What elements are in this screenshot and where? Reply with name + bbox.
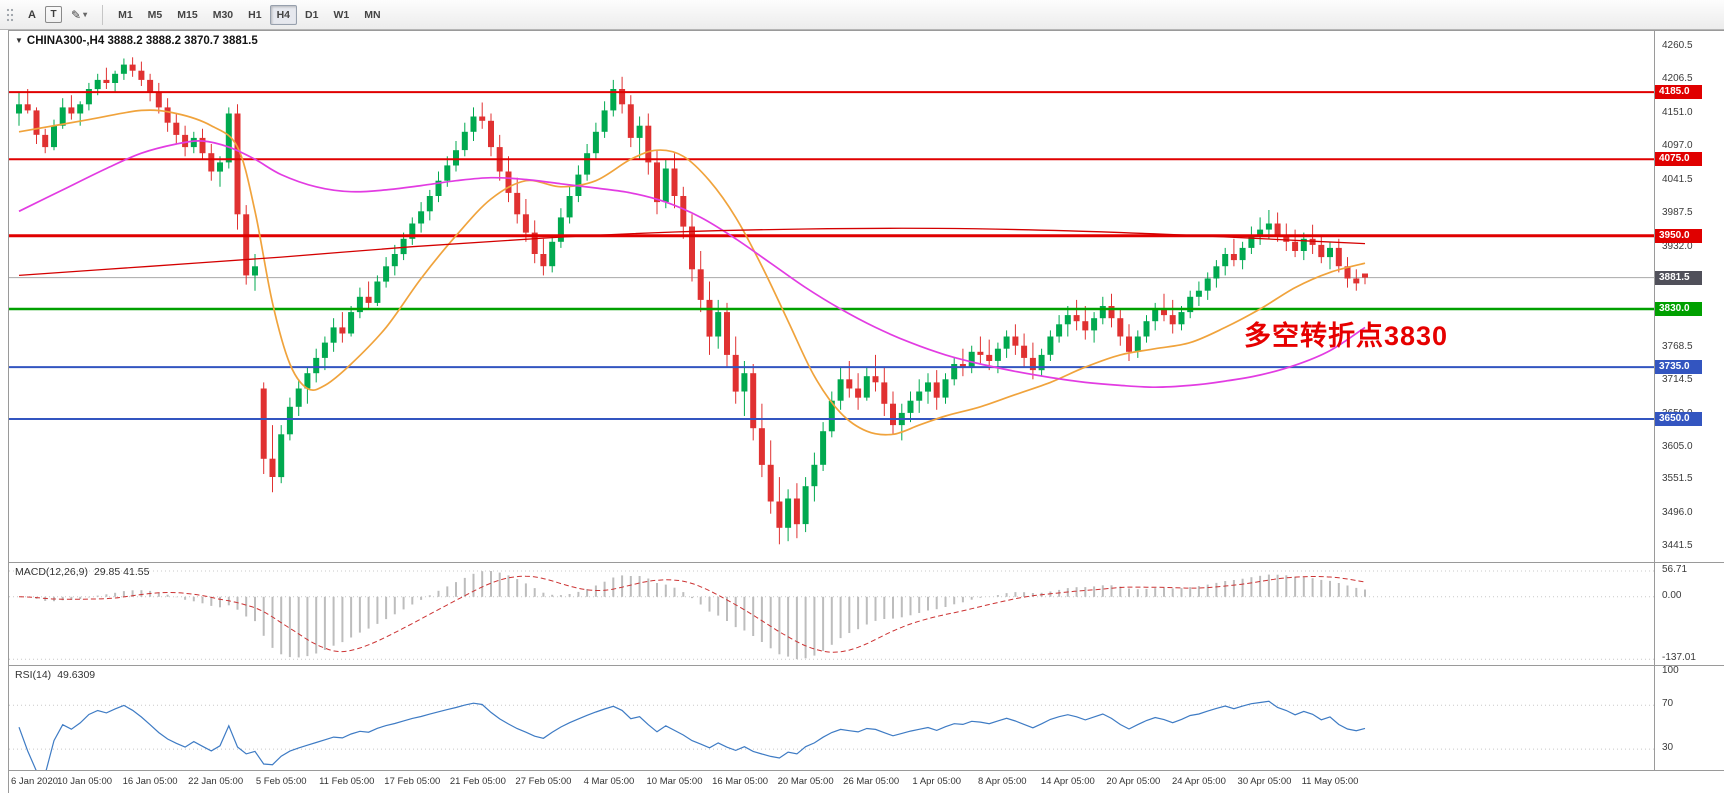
price-level-badge: 3950.0: [1655, 228, 1702, 243]
chart-window: ▼ CHINA300-,H4 3888.2 3888.2 3870.7 3881.…: [8, 30, 1724, 793]
time-axis-label: 20 Apr 05:00: [1106, 776, 1161, 787]
time-axis-label: 4 Mar 05:00: [583, 776, 635, 787]
price-tick-label: 4260.5: [1662, 39, 1693, 51]
time-axis-label: 17 Feb 05:00: [384, 776, 441, 787]
toolbar: A T ✎ ▾ M1 M5 M15 M30 H1 H4 D1 W1 MN: [0, 0, 1724, 30]
price-level-badge: 3735.0: [1655, 360, 1702, 375]
timeframe-button-m1[interactable]: M1: [111, 5, 140, 25]
price-tick-label: 3441.5: [1662, 540, 1693, 552]
price-tick-label: 4206.5: [1662, 72, 1693, 84]
timeframe-button-m5[interactable]: M5: [141, 5, 170, 25]
current-price-badge: 3881.5: [1655, 270, 1702, 285]
price-level-badge: 3830.0: [1655, 302, 1702, 317]
timeframe-button-mn[interactable]: MN: [357, 5, 387, 25]
chart-title-row: ▼ CHINA300-,H4 3888.2 3888.2 3870.7 3881.…: [15, 35, 258, 47]
time-axis-label: 11 May 05:00: [1301, 776, 1359, 787]
price-level-badge: 3650.0: [1655, 412, 1702, 426]
time-axis-label: 10 Mar 05:00: [646, 776, 703, 787]
macd-values: 29.85 41.55: [93, 566, 150, 578]
macd-tick-label: 0.00: [1662, 589, 1682, 601]
price-tick-label: 3605.0: [1662, 440, 1693, 452]
price-tick-label: 3714.5: [1662, 373, 1693, 385]
price-tick-label: 3496.0: [1662, 507, 1693, 519]
time-axis-label: 16 Mar 05:00: [712, 776, 769, 787]
macd-title-row: MACD(12,26,9) 29.85 41.55: [15, 566, 149, 578]
macd-plot[interactable]: [9, 564, 1654, 666]
rsi-tick-label: 100: [1662, 665, 1679, 677]
macd-scale: 56.71 0.00 -137.01: [1654, 563, 1724, 665]
price-level-badge: 4185.0: [1655, 85, 1702, 100]
candlestick-plot[interactable]: [9, 31, 1654, 562]
rsi-scale: 100 70 30: [1654, 665, 1724, 770]
text-tool-button[interactable]: T: [45, 6, 62, 23]
time-axis-label: 10 Jan 05:00: [57, 776, 113, 787]
time-axis-label: 26 Mar 05:00: [843, 776, 900, 787]
main-chart-pane: ▼ CHINA300-,H4 3888.2 3888.2 3870.7 3881.…: [9, 31, 1724, 562]
price-tick-label: 3551.5: [1662, 473, 1693, 485]
price-tick-label: 3932.0: [1662, 240, 1693, 252]
time-axis-label: 30 Apr 05:00: [1237, 776, 1292, 787]
macd-tick-label: 56.71: [1662, 563, 1688, 575]
time-axis-label: 24 Apr 05:00: [1171, 776, 1226, 787]
time-axis-label: 22 Jan 05:00: [188, 776, 244, 787]
time-axis-label: 8 Apr 05:00: [977, 776, 1027, 787]
rsi-label: RSI(14): [15, 669, 52, 681]
timeframe-button-d1[interactable]: D1: [298, 5, 325, 25]
price-tick-label: 3768.5: [1662, 340, 1693, 352]
timeframe-button-w1[interactable]: W1: [326, 5, 356, 25]
time-axis-label: 16 Jan 05:00: [122, 776, 178, 787]
timeframe-button-h1[interactable]: H1: [241, 5, 268, 25]
price-tick-label: 4151.0: [1662, 106, 1693, 118]
rsi-plot[interactable]: [9, 667, 1654, 771]
timeframe-group: M1 M5 M15 M30 H1 H4 D1 W1 MN: [111, 4, 387, 25]
rsi-tick-label: 30: [1662, 742, 1674, 754]
rsi-title-row: RSI(14) 49.6309: [15, 669, 95, 681]
pencil-icon: ✎: [71, 7, 82, 22]
macd-pane: MACD(12,26,9) 29.85 41.55 56.71 0.00 -137.0…: [9, 562, 1724, 665]
time-axis-label: 27 Feb 05:00: [515, 776, 572, 787]
rsi-tick-label: 70: [1662, 698, 1674, 710]
time-axis-label: 14 Apr 05:00: [1040, 776, 1095, 787]
price-tick-label: 4041.5: [1662, 173, 1693, 185]
time-axis-label: 21 Feb 05:00: [449, 776, 506, 787]
price-level-badge: 4075.0: [1655, 152, 1702, 167]
timeframe-button-m30[interactable]: M30: [206, 5, 240, 25]
time-axis[interactable]: 6 Jan 2020 10 Jan 05:00 16 Jan 05:00 22 Jan…: [9, 770, 1724, 793]
draw-tool-button[interactable]: ✎ ▾: [64, 4, 94, 25]
chevron-down-icon: ▾: [83, 10, 88, 19]
time-axis-label: 5 Feb 05:00: [255, 776, 307, 787]
chart-title: CHINA300-,H4 3888.2 3888.2 3870.7 3881.5: [26, 35, 258, 47]
macd-label: MACD(12,26,9): [15, 566, 88, 578]
price-tick-label: 3987.5: [1662, 206, 1693, 218]
time-axis-label: 6 Jan 2020: [11, 776, 59, 787]
macd-tick-label: -137.01: [1662, 652, 1696, 664]
chart-annotation: 多空转折点3830: [1244, 321, 1449, 352]
timeframe-button-h4[interactable]: H4: [269, 4, 298, 25]
toolbar-separator: [102, 4, 104, 25]
timeframe-button-m15[interactable]: M15: [170, 5, 204, 25]
rsi-pane: RSI(14) 49.6309 100 70 30: [9, 665, 1724, 771]
time-axis-label: 11 Feb 05:00: [319, 776, 375, 787]
cursor-tool-button[interactable]: A: [21, 4, 43, 25]
time-axis-label: 1 Apr 05:00: [912, 776, 962, 787]
symbol-caret-icon: ▼: [15, 36, 23, 45]
toolbar-drag-handle-icon[interactable]: [5, 7, 19, 23]
rsi-value: 49.6309: [57, 669, 96, 681]
price-scale[interactable]: 4260.5 4206.5 4151.0 4097.0 4041.5 3987.5 3932…: [1654, 31, 1724, 562]
price-tick-label: 4097.0: [1662, 139, 1693, 151]
time-axis-label: 20 Mar 05:00: [777, 776, 834, 787]
